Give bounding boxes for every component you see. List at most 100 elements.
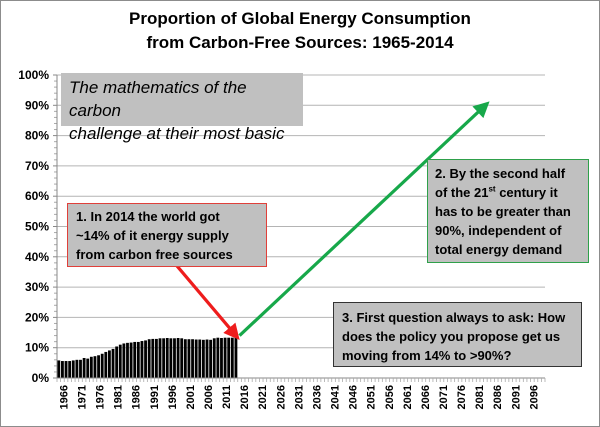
bar [71,360,75,378]
x-tick-label: 2096 [528,385,540,409]
bar [194,339,198,378]
x-tick-label: 1991 [149,385,161,409]
x-tick-label: 2021 [257,385,269,409]
bar [108,350,111,378]
y-tick-label: 60% [25,189,49,203]
bar [140,341,144,378]
bar [147,339,151,378]
x-tick-labels: 1966 1971 1976 1981 1986 1991 1996 2001 2006 2011… [58,385,540,409]
bar [169,338,173,378]
x-tick-label: 2016 [239,385,251,409]
x-tick-label: 2076 [456,385,468,409]
bar [68,361,72,378]
x-tick-label: 2041 [330,385,342,409]
y-tick-label: 80% [25,129,49,143]
x-tick-label: 2081 [474,385,486,409]
bar [129,342,133,378]
y-tick-label: 100% [18,68,49,82]
x-tick-label: 2011 [221,385,233,409]
bar [165,338,169,378]
bar [187,339,191,378]
bar [180,338,184,378]
bar [234,336,238,378]
bar [151,338,155,378]
green-arrow [238,101,490,337]
header-annotation-line: The mathematics of the carbon [69,78,247,120]
y-tick-label: 90% [25,98,49,112]
y-tick-labels: 0% 10% 20% 30% 40% 50% 60% 70% 80% 90% 100% [18,68,49,385]
bar [227,337,231,378]
annotation-line: 1. In 2014 the world got [76,209,220,224]
bar [162,338,166,378]
x-tick-label: 2046 [348,385,360,409]
bar [201,339,205,378]
y-tick-label: 20% [25,310,49,324]
bar [205,339,209,378]
bar [126,342,129,378]
bar [115,346,119,378]
annotation-line: of the 21st century it [435,183,588,202]
bar [173,338,176,378]
axes [53,74,546,382]
x-tick-label: 2091 [510,385,522,409]
annotation-line: moving from 14% to >90%? [342,348,512,363]
annotation-line: total energy demand [435,242,563,257]
bar [198,339,202,378]
x-tick-label: 1986 [131,385,143,409]
x-tick-label: 1981 [113,385,125,409]
x-tick-label: 1976 [95,385,107,409]
x-tick-label: 1996 [167,385,179,409]
annotation-point-3: 3. First question always to ask: How doe… [333,302,582,367]
bar [64,361,68,378]
x-tick-label: 2031 [293,385,305,409]
annotation-line: has to be greater than [435,204,571,219]
bar [133,341,137,378]
x-tick-label: 1971 [76,385,88,409]
x-tick-label: 2071 [438,385,450,409]
bar [111,348,115,378]
annotation-text: of the 21 [435,185,489,200]
x-tick-label: 2066 [420,385,432,409]
annotation-line: 3. First question always to ask: How [342,310,566,325]
bar [183,339,187,378]
bars [57,336,238,378]
bar [136,341,140,378]
x-tick-label: 2086 [492,385,504,409]
bar [93,356,97,378]
x-tick-label: 2001 [185,385,197,409]
y-tick-label: 50% [25,220,49,234]
annotation-line: ~14% of it energy supply [76,228,229,243]
superscript: st [488,184,496,194]
bar [216,337,220,378]
bar [220,338,223,378]
bar [86,358,90,378]
y-tick-label: 30% [25,280,49,294]
bar [209,339,213,378]
bar [97,355,100,378]
bar [61,361,64,378]
chart-subtitle: from Carbon-Free Sources: 1965-2014 [146,33,454,52]
x-tick-label: 2051 [366,385,378,409]
annotation-line: from carbon free sources [76,247,233,262]
bar [223,337,227,378]
bar [75,359,79,378]
x-tick-label: 2006 [203,385,215,409]
annotation-text: century it [495,185,558,200]
bar [79,359,82,378]
bar [212,338,216,378]
y-tick-label: 0% [32,371,50,385]
annotation-point-1: 1. In 2014 the world got ~14% of it ener… [67,203,267,267]
y-tick-label: 70% [25,159,49,173]
annotation-line: 90%, independent of [435,223,562,238]
y-tick-label: 10% [25,341,49,355]
bar [158,338,162,378]
bar [154,338,158,378]
bar [122,343,126,378]
bar [104,351,108,378]
bar [176,338,180,378]
bar [57,360,61,378]
annotation-line: does the policy you propose get us [342,329,561,344]
bar [100,353,104,378]
chart-title: Proportion of Global Energy Consumption [129,9,471,28]
y-tick-label: 40% [25,250,49,264]
